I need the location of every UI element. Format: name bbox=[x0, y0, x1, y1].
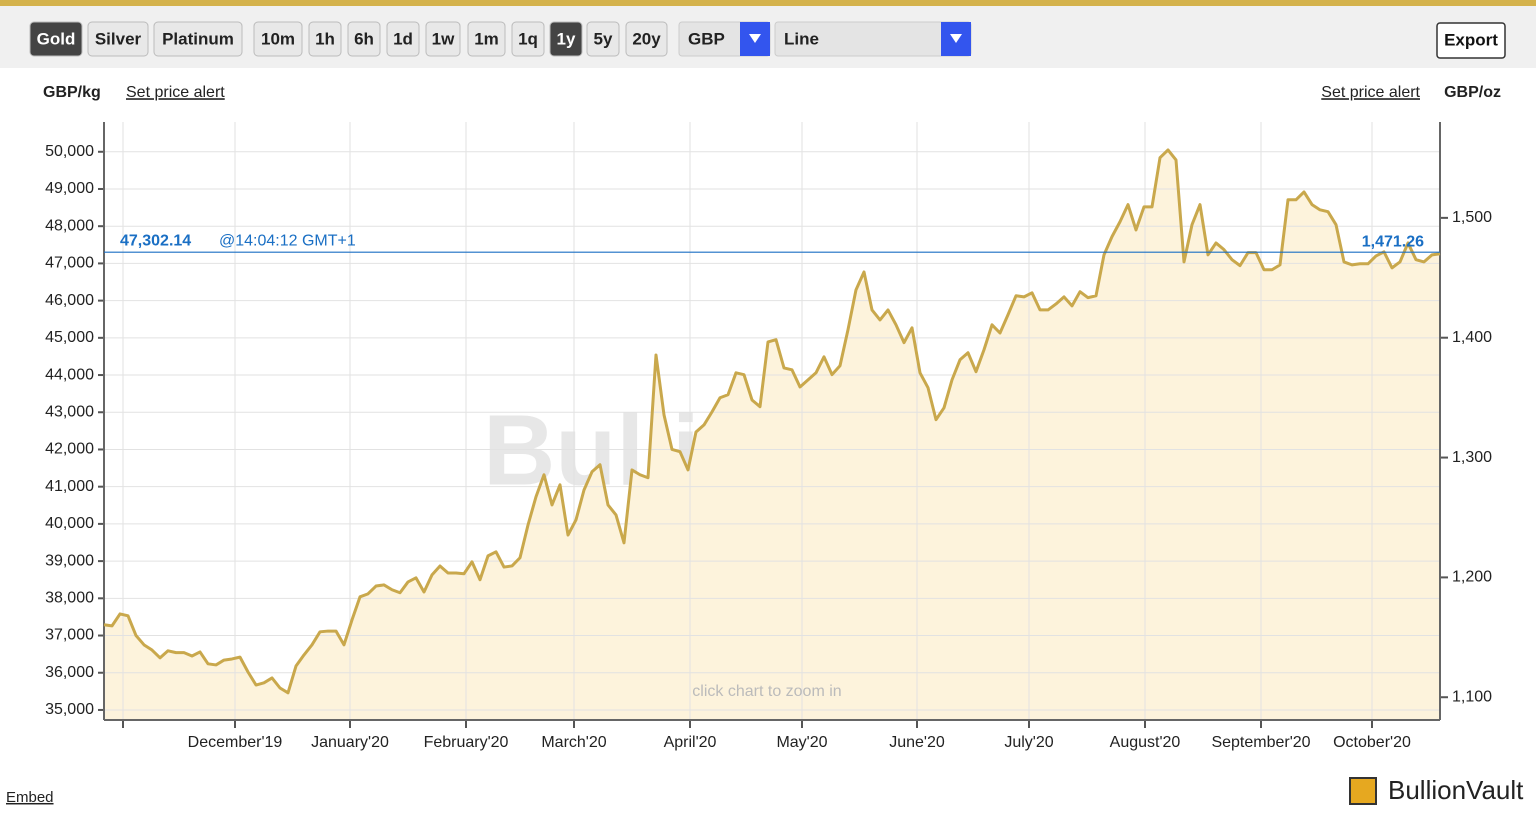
y-tick-label: 37,000 bbox=[45, 627, 94, 644]
y-unit: GBP/kg bbox=[43, 84, 101, 101]
y-tick-label: 47,000 bbox=[45, 255, 94, 272]
y-tick-label: 44,000 bbox=[45, 366, 94, 383]
current-time: @14:04:12 GMT+1 bbox=[219, 232, 356, 249]
y-tick-label: 41,000 bbox=[45, 478, 94, 495]
button[interactable] bbox=[29, 21, 83, 57]
alert-link[interactable]: Set price alert bbox=[1321, 84, 1420, 101]
button[interactable] bbox=[467, 21, 506, 57]
current-price: 47,302.14 bbox=[120, 232, 191, 249]
x-tick-label: December'19 bbox=[188, 734, 283, 751]
x-tick-label: March'20 bbox=[541, 734, 606, 751]
button[interactable] bbox=[425, 21, 461, 57]
price-line bbox=[103, 148, 1441, 695]
y2-tick-label: 1,500 bbox=[1452, 209, 1492, 226]
y2-tick-label: 1,200 bbox=[1452, 569, 1492, 586]
y-tick-label: 39,000 bbox=[45, 552, 94, 569]
top-bar bbox=[0, 0, 1536, 6]
button[interactable] bbox=[347, 21, 381, 57]
dropdown-arrow bbox=[950, 34, 962, 43]
current-price-oz: 1,471.26 bbox=[1362, 234, 1424, 251]
button[interactable] bbox=[625, 21, 668, 57]
button-label: 1h bbox=[315, 29, 335, 48]
logo: BullionVault bbox=[1349, 775, 1524, 805]
button-label: Platinum bbox=[162, 29, 234, 48]
button[interactable] bbox=[586, 21, 620, 57]
embed-link[interactable]: Embed bbox=[6, 789, 54, 806]
button-label: Gold bbox=[37, 29, 76, 48]
y-tick-label: 45,000 bbox=[45, 329, 94, 346]
zoom-hint: click chart to zoom in bbox=[692, 683, 841, 700]
x-tick-label: May'20 bbox=[776, 734, 827, 751]
button-label: 5y bbox=[594, 29, 613, 48]
y-tick-label: 36,000 bbox=[45, 664, 94, 681]
alert-link[interactable]: Set price alert bbox=[126, 84, 225, 101]
button[interactable] bbox=[308, 21, 342, 57]
y-tick-label: 38,000 bbox=[45, 590, 94, 607]
x-tick-label: April'20 bbox=[664, 734, 717, 751]
button[interactable] bbox=[386, 21, 420, 57]
y-tick-label: 40,000 bbox=[45, 515, 94, 532]
dropdown-arrow bbox=[749, 34, 761, 43]
dropdown-label: Line bbox=[784, 29, 819, 48]
x-tick-label: January'20 bbox=[311, 734, 389, 751]
button-label: 10m bbox=[261, 29, 295, 48]
export-label: Export bbox=[1444, 30, 1498, 49]
y2-tick-label: 1,100 bbox=[1452, 688, 1492, 705]
area bbox=[104, 149, 1440, 720]
button-label: 1d bbox=[393, 29, 413, 48]
y-tick-label: 50,000 bbox=[45, 143, 94, 160]
button[interactable] bbox=[87, 21, 149, 57]
button[interactable] bbox=[511, 21, 545, 57]
x-tick-label: August'20 bbox=[1110, 734, 1181, 751]
x-tick-label: June'20 bbox=[889, 734, 945, 751]
button-label: 6h bbox=[354, 29, 374, 48]
button-label: 20y bbox=[632, 29, 661, 48]
x-tick-label: October'20 bbox=[1333, 734, 1411, 751]
y-tick-label: 48,000 bbox=[45, 217, 94, 234]
y-tick-label: 35,000 bbox=[45, 701, 94, 718]
x-tick-label: February'20 bbox=[424, 734, 509, 751]
x-tick-label: July'20 bbox=[1004, 734, 1053, 751]
button-label: 1q bbox=[518, 29, 538, 48]
button[interactable] bbox=[153, 21, 243, 57]
y2-tick-label: 1,400 bbox=[1452, 329, 1492, 346]
dropdown-label: GBP bbox=[688, 29, 725, 48]
logo-icon bbox=[1349, 777, 1377, 805]
button-label: Silver bbox=[95, 29, 142, 48]
y-tick-label: 49,000 bbox=[45, 180, 94, 197]
y-tick-label: 46,000 bbox=[45, 292, 94, 309]
button[interactable] bbox=[549, 21, 583, 57]
button-label: 1w bbox=[432, 29, 455, 48]
y2-unit: GBP/oz bbox=[1444, 84, 1501, 101]
export-button[interactable] bbox=[1436, 22, 1506, 59]
y2-tick-label: 1,300 bbox=[1452, 449, 1492, 466]
y-tick-label: 43,000 bbox=[45, 403, 94, 420]
x-tick-label: September'20 bbox=[1211, 734, 1310, 751]
logo-text: BullionVault bbox=[1388, 775, 1524, 805]
button-label: 1m bbox=[474, 29, 499, 48]
button[interactable] bbox=[253, 21, 303, 57]
button-label: 1y bbox=[557, 29, 576, 48]
y-tick-label: 42,000 bbox=[45, 441, 94, 458]
